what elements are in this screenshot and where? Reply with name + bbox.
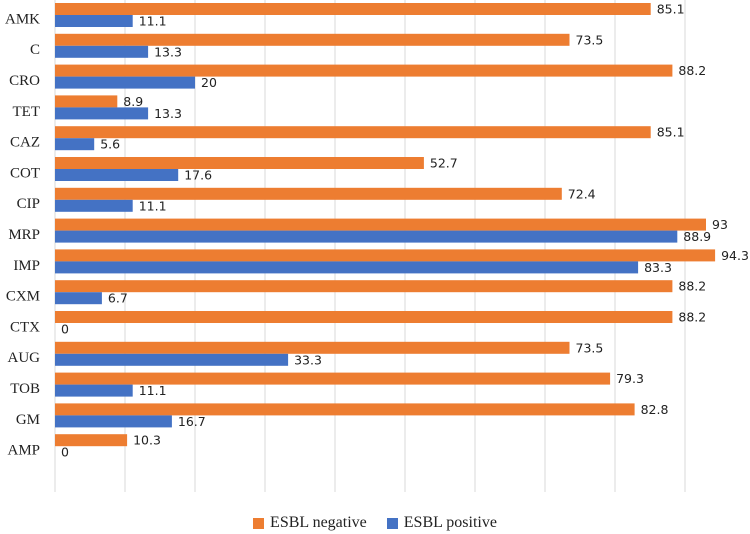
bar-cip-esbl-negative <box>55 187 562 200</box>
category-label-mrp: MRP <box>8 227 40 243</box>
data-label-caz-esbl-negative: 85.1 <box>657 125 685 140</box>
data-label-aug-esbl-positive: 33.3 <box>294 352 322 367</box>
bar-cot-esbl-positive <box>55 169 179 181</box>
data-label-ctx-esbl-negative: 88.2 <box>678 310 706 325</box>
data-label-cip-esbl-negative: 72.4 <box>568 186 596 201</box>
bar-tet-esbl-negative <box>55 95 118 108</box>
data-label-imp-esbl-positive: 83.3 <box>644 260 672 275</box>
data-label-cip-esbl-positive: 11.1 <box>139 198 167 213</box>
bar-tob-esbl-negative <box>55 372 611 385</box>
data-label-tet-esbl-positive: 13.3 <box>154 106 182 121</box>
data-label-tob-esbl-negative: 79.3 <box>616 371 644 386</box>
data-label-cot-esbl-negative: 52.7 <box>430 156 458 171</box>
category-label-amk: AMK <box>5 11 40 27</box>
bar-amp-esbl-negative <box>55 434 128 447</box>
data-label-cro-esbl-positive: 20 <box>201 75 217 90</box>
legend-item-esbl-positive: ESBL positive <box>386 514 497 532</box>
bar-amk-esbl-negative <box>55 3 651 15</box>
category-label-ctx: CTX <box>10 319 40 335</box>
bar-c-esbl-negative <box>55 33 570 46</box>
data-label-cxm-esbl-negative: 88.2 <box>678 279 706 294</box>
category-label-c: C <box>30 42 40 58</box>
category-label-caz: CAZ <box>10 135 40 151</box>
data-label-c-esbl-negative: 73.5 <box>576 32 604 47</box>
data-label-c-esbl-positive: 13.3 <box>154 44 182 59</box>
bar-cxm-esbl-positive <box>55 292 102 305</box>
data-label-mrp-esbl-negative: 93 <box>712 217 728 232</box>
bar-caz-esbl-negative <box>55 126 651 139</box>
category-label-aug: AUG <box>8 350 41 366</box>
category-label-cxm: CXM <box>6 289 40 305</box>
category-label-tet: TET <box>13 104 41 120</box>
data-label-amp-esbl-positive: 0 <box>61 445 69 460</box>
bar-cro-esbl-positive <box>55 76 195 89</box>
data-label-amk-esbl-negative: 85.1 <box>657 2 685 17</box>
data-label-tet-esbl-negative: 8.9 <box>123 94 143 109</box>
bar-cro-esbl-negative <box>55 64 673 77</box>
bar-tet-esbl-positive <box>55 107 149 120</box>
data-label-cot-esbl-positive: 17.6 <box>184 168 212 183</box>
data-label-tob-esbl-positive: 11.1 <box>139 383 167 398</box>
category-label-imp: IMP <box>13 258 40 274</box>
data-label-gm-esbl-positive: 16.7 <box>178 414 206 429</box>
bar-gm-esbl-negative <box>55 403 635 416</box>
category-label-cip: CIP <box>17 196 40 212</box>
data-label-ctx-esbl-positive: 0 <box>61 322 69 337</box>
data-label-caz-esbl-positive: 5.6 <box>100 137 120 152</box>
bar-imp-esbl-positive <box>55 261 639 274</box>
category-label-amp: AMP <box>7 443 40 459</box>
legend-label-esbl-negative: ESBL negative <box>270 514 367 531</box>
data-label-aug-esbl-negative: 73.5 <box>576 340 604 355</box>
labels: AMK 85.1 11.1 C 73.5 13.3 CRO 88.2 20 TET 8.9 13.3 C… <box>5 2 749 460</box>
bar-aug-esbl-negative <box>55 341 570 354</box>
data-label-cxm-esbl-positive: 6.7 <box>108 291 128 306</box>
data-label-gm-esbl-negative: 82.8 <box>641 402 669 417</box>
data-label-amp-esbl-negative: 10.3 <box>133 433 161 448</box>
category-label-tob: TOB <box>10 381 40 397</box>
legend-swatch-esbl-negative <box>253 517 265 529</box>
bar-caz-esbl-positive <box>55 138 95 151</box>
bar-ctx-esbl-negative <box>55 311 673 323</box>
bar-cxm-esbl-negative <box>55 280 673 293</box>
data-label-cro-esbl-negative: 88.2 <box>678 63 706 78</box>
bar-imp-esbl-negative <box>55 249 716 262</box>
category-label-gm: GM <box>16 412 40 428</box>
legend-swatch-esbl-positive <box>386 517 398 529</box>
data-label-mrp-esbl-positive: 88.9 <box>683 229 711 244</box>
bar-aug-esbl-positive <box>55 353 289 366</box>
legend-label-esbl-positive: ESBL positive <box>403 514 497 531</box>
data-label-imp-esbl-negative: 94.3 <box>721 248 749 263</box>
bar-cot-esbl-negative <box>55 157 424 169</box>
bar-tob-esbl-positive <box>55 384 133 397</box>
bar-gm-esbl-positive <box>55 415 172 428</box>
data-label-amk-esbl-positive: 11.1 <box>139 14 167 29</box>
category-label-cro: CRO <box>9 73 40 89</box>
bars <box>55 3 716 447</box>
legend-item-esbl-negative: ESBL negative <box>253 514 367 532</box>
bar-c-esbl-positive <box>55 45 149 58</box>
category-label-cot: COT <box>10 165 40 181</box>
bar-mrp-esbl-negative <box>55 218 706 231</box>
bar-mrp-esbl-positive <box>55 230 678 243</box>
bar-amk-esbl-positive <box>55 15 133 27</box>
bar-chart: AMK 85.1 11.1 C 73.5 13.3 CRO 88.2 20 TET 8.9 13.3 C… <box>5 0 749 492</box>
legend: ESBL negative ESBL positive <box>0 512 750 534</box>
bar-cip-esbl-positive <box>55 199 133 212</box>
